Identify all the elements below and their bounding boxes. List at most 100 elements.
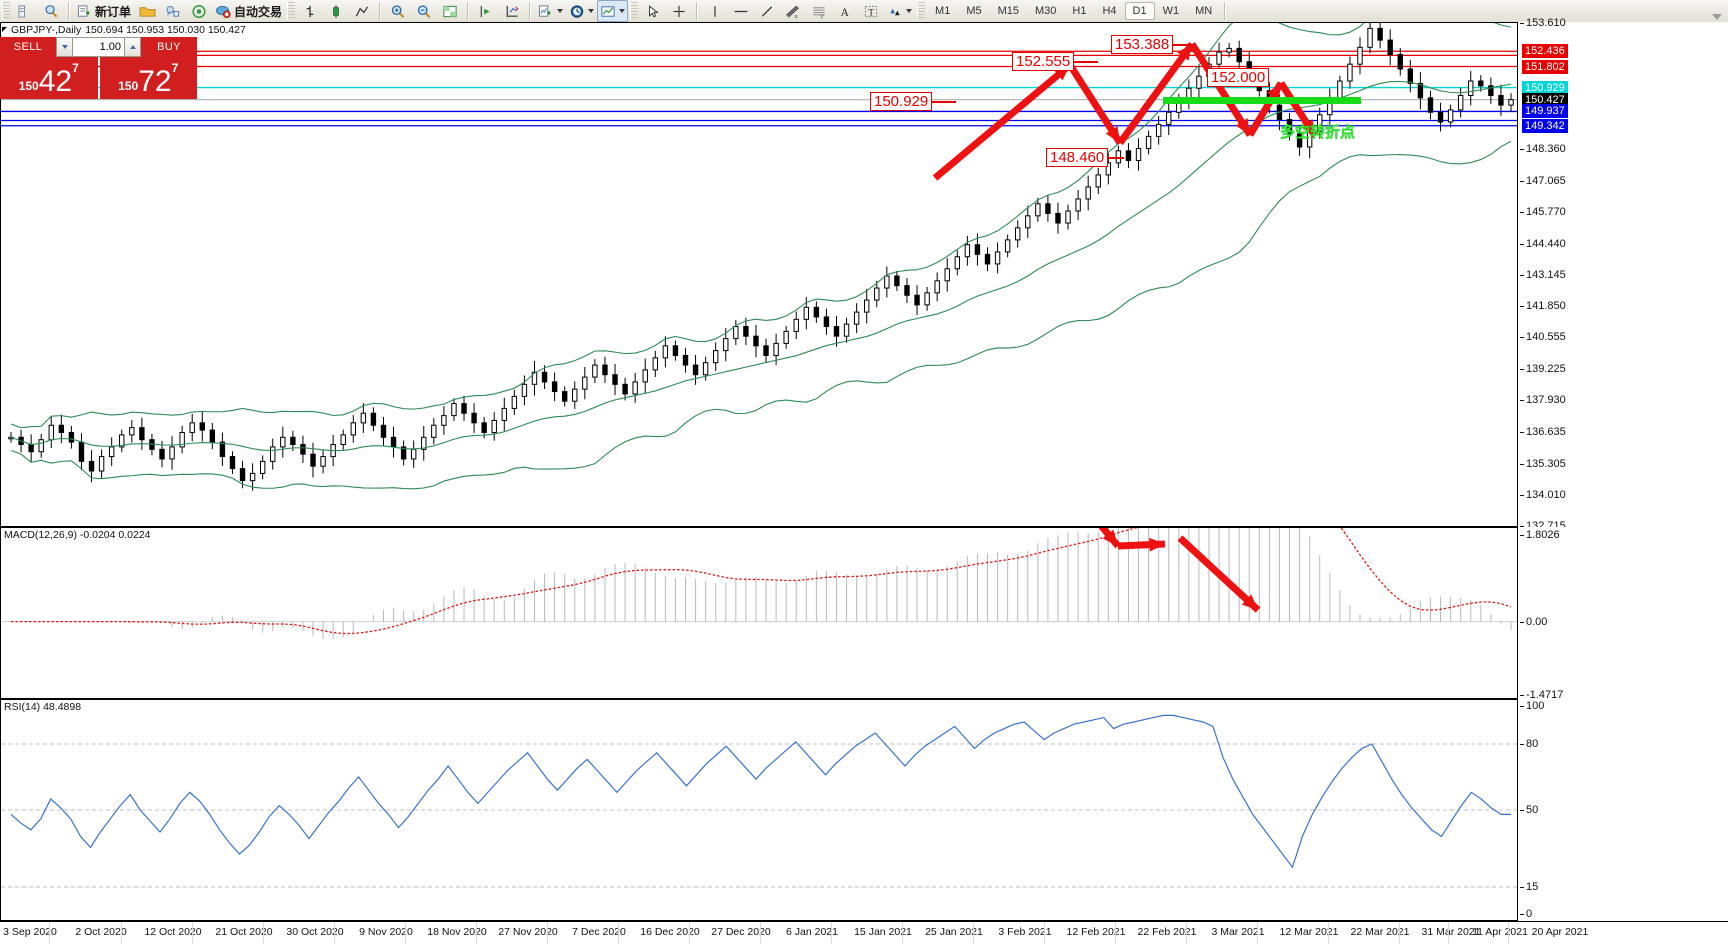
toolbar-separator-6	[696, 2, 699, 20]
one-click-trading-panel[interactable]: SELL 1.00 BUY 150 42 7 150 72 7	[0, 37, 197, 99]
tag-153388[interactable]: 153.388	[1111, 35, 1174, 54]
axis-tick-143-145: 143.145	[1520, 268, 1566, 281]
time-axis-label: 12 Oct 2020	[144, 926, 202, 938]
price-chart-pane[interactable]	[0, 22, 1518, 527]
buy-price-main: 72	[138, 65, 172, 98]
axis-tick-145-770: 145.770	[1520, 205, 1566, 218]
sell-price-main: 42	[38, 65, 73, 98]
zoom-in-icon[interactable]	[385, 0, 411, 22]
buy-button[interactable]: 150 72 7	[99, 57, 197, 99]
tag-148460[interactable]: 148.460	[1046, 148, 1109, 167]
data-window-icon[interactable]	[38, 0, 64, 22]
vertical-line-icon[interactable]	[702, 0, 728, 22]
timeframe-m5[interactable]: M5	[966, 5, 982, 17]
tag-152000[interactable]: 152.000	[1207, 68, 1270, 87]
axis-tick-153-610: 153.610	[1520, 17, 1566, 29]
time-axis-label: 6 Jan 2021	[786, 926, 838, 938]
scroll-caret-icon[interactable]	[1712, 14, 1722, 20]
equidistant-channel-icon[interactable]: E	[780, 0, 806, 22]
market-watch-icon[interactable]	[12, 0, 38, 22]
timeframe-w1[interactable]: W1	[1162, 5, 1180, 17]
chevron-down-icon-3[interactable]	[619, 9, 626, 13]
fibonacci-icon[interactable]: F	[806, 0, 832, 22]
time-axis-gridline	[547, 922, 548, 944]
time-axis[interactable]: 3 Sep 2020 2 Oct 2020 12 Oct 2020 21 Oct 20…	[0, 921, 1728, 944]
chevron-down-icon-2[interactable]	[588, 9, 595, 13]
time-axis-gridline	[760, 922, 761, 944]
chevron-down-icon-4[interactable]	[906, 9, 913, 13]
volume-increment-button[interactable]	[124, 37, 141, 57]
support-highlight-band[interactable]	[1163, 97, 1361, 104]
axis-tick--1-4717: -1.4717	[1519, 689, 1564, 701]
time-axis-label: 3 Feb 2021	[998, 926, 1052, 938]
chevron-down-icon[interactable]	[557, 9, 564, 13]
templates-icon[interactable]	[597, 0, 629, 22]
sell-button[interactable]: 150 42 7	[0, 57, 98, 99]
zoom-out-icon[interactable]	[411, 0, 437, 22]
time-axis-gridline	[1044, 922, 1045, 944]
toolbar-grip-2[interactable]	[287, 2, 296, 20]
toolbar-separator	[68, 2, 70, 20]
folder-icon[interactable]	[134, 0, 160, 22]
toolbar-separator-4	[467, 2, 470, 20]
rsi-pane[interactable]: RSI(14) 48.4898	[0, 699, 1518, 921]
svg-text:F: F	[821, 14, 824, 18]
timeframe-h1[interactable]: H1	[1072, 5, 1087, 17]
autotrading-button[interactable]: 自动交易	[212, 0, 285, 22]
candlestick-chart-icon[interactable]	[323, 0, 349, 22]
axis-tick-137-930: 137.930	[1520, 394, 1566, 407]
new-order-button[interactable]: 新订单	[74, 0, 134, 22]
toolbar-separator-5	[529, 2, 532, 20]
shapes-icon[interactable]	[884, 0, 915, 22]
collapse-triangle-icon[interactable]	[2, 27, 7, 32]
timeframe-m30[interactable]: M30	[1035, 5, 1057, 17]
metaeditor-icon[interactable]	[160, 0, 186, 22]
time-axis-gridline	[689, 922, 690, 944]
rsi-axis[interactable]: 100 80 50 15 0	[1518, 699, 1728, 921]
rsi-canvas	[1, 714, 1517, 888]
horizontal-line-icon[interactable]	[728, 0, 754, 22]
tag-152555[interactable]: 152.555	[1012, 52, 1075, 71]
svg-text:T: T	[868, 8, 874, 18]
auto-scroll-icon[interactable]	[499, 0, 525, 22]
macd-pane[interactable]: MACD(12,26,9) -0.0204 0.0224	[0, 527, 1518, 699]
axis-tick-148-360: 148.360	[1520, 143, 1566, 156]
text-label-icon[interactable]: A	[832, 0, 858, 22]
crosshair-icon[interactable]	[666, 0, 692, 22]
price-chart-canvas	[1, 23, 1517, 491]
time-axis-label: 3 Sep 2020	[3, 926, 57, 938]
signals-icon[interactable]	[186, 0, 212, 22]
macd-axis[interactable]: 1.8026 0.00 -1.4717	[1518, 527, 1728, 701]
tag-150929[interactable]: 150.929	[870, 92, 933, 111]
toolbar-grip-4[interactable]	[917, 2, 926, 20]
trendline-icon[interactable]	[754, 0, 780, 22]
timeframe-m1[interactable]: M1	[935, 5, 951, 17]
period-icon[interactable]	[566, 0, 597, 22]
bull-bear-turning-point-note[interactable]: 多空转折点	[1280, 123, 1356, 141]
price-axis-highlight-149-937: 149.937	[1522, 104, 1568, 119]
toolbar-grip[interactable]	[2, 2, 10, 20]
time-axis-label: 27 Dec 2020	[711, 926, 771, 938]
timeframe-m15[interactable]: M15	[997, 5, 1019, 17]
line-chart-icon[interactable]	[349, 0, 375, 22]
cursor-icon[interactable]	[640, 0, 666, 22]
shift-end-icon[interactable]	[473, 0, 499, 22]
volume-input[interactable]: 1.00	[73, 37, 124, 57]
axis-tick-135-305: 135.305	[1520, 457, 1566, 470]
trade-panel-top-row: SELL 1.00 BUY	[0, 37, 197, 57]
toolbar-grip-3[interactable]	[630, 2, 639, 20]
price-axis[interactable]: 153.610 152.436 151.802 150.929 150.427 149.9…	[1518, 17, 1728, 532]
timeframe-mn[interactable]: MN	[1195, 5, 1213, 17]
bar-chart-icon[interactable]	[297, 0, 323, 22]
timeframe-d1[interactable]: D1	[1124, 2, 1155, 20]
timeframe-h4[interactable]: H4	[1102, 5, 1117, 17]
grid-icon[interactable]	[437, 0, 463, 22]
text-box-icon[interactable]: T	[858, 0, 884, 22]
time-axis-gridline	[1257, 922, 1258, 944]
add-indicator-icon[interactable]	[535, 0, 566, 22]
volume-decrement-button[interactable]	[56, 37, 73, 57]
price-axis-highlight-151-802: 151.802	[1522, 59, 1568, 74]
volume-stepper[interactable]: 1.00	[56, 37, 141, 57]
time-axis-label: 31 Mar 2021	[1421, 926, 1481, 938]
time-axis-gridline	[476, 922, 477, 944]
